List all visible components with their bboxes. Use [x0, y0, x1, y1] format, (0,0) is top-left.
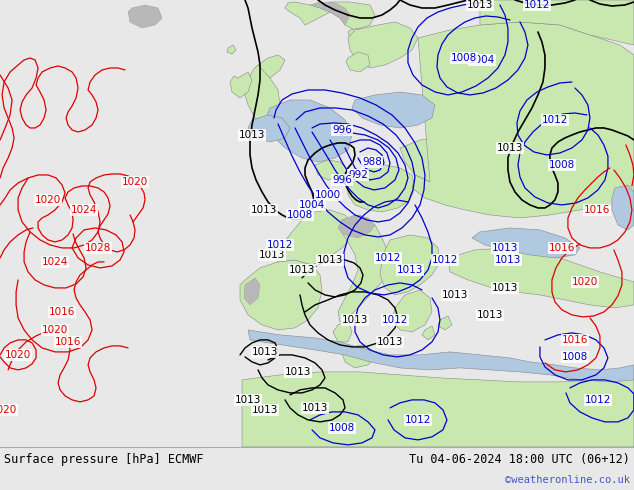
Text: 1013: 1013: [492, 283, 518, 293]
Text: 996: 996: [332, 125, 352, 135]
Text: 1013: 1013: [259, 250, 285, 260]
Text: 1013: 1013: [467, 0, 493, 10]
Polygon shape: [245, 65, 280, 122]
Text: 1013: 1013: [252, 405, 278, 415]
Text: 1012: 1012: [432, 255, 458, 265]
Polygon shape: [348, 22, 418, 68]
Polygon shape: [248, 115, 290, 142]
Text: 1016: 1016: [562, 335, 588, 345]
Polygon shape: [472, 228, 580, 258]
Text: 1012: 1012: [524, 0, 550, 10]
Text: 1020: 1020: [35, 195, 61, 205]
Text: 1024: 1024: [71, 205, 97, 215]
Text: 996: 996: [332, 175, 352, 185]
Text: 1013: 1013: [235, 395, 261, 405]
Text: 1013: 1013: [289, 265, 315, 275]
Polygon shape: [272, 210, 355, 265]
Polygon shape: [352, 92, 435, 128]
Text: 1024: 1024: [42, 257, 68, 267]
Text: 1020: 1020: [0, 405, 17, 415]
Text: 1004: 1004: [299, 200, 325, 210]
Text: 1013: 1013: [317, 255, 343, 265]
Text: Tu 04-06-2024 18:00 UTC (06+12): Tu 04-06-2024 18:00 UTC (06+12): [409, 453, 630, 466]
Polygon shape: [240, 260, 322, 330]
Text: 1000: 1000: [315, 190, 341, 200]
Polygon shape: [448, 248, 634, 308]
Text: 1013: 1013: [252, 347, 278, 357]
Text: 1028: 1028: [85, 243, 111, 253]
Text: 1013: 1013: [377, 337, 403, 347]
Text: 1013: 1013: [492, 243, 518, 253]
Text: 1020: 1020: [572, 277, 598, 287]
Text: 1008: 1008: [549, 160, 575, 170]
Text: ©weatheronline.co.uk: ©weatheronline.co.uk: [505, 475, 630, 485]
Text: 1008: 1008: [329, 423, 355, 433]
Text: 1013: 1013: [397, 265, 423, 275]
Polygon shape: [346, 52, 370, 72]
Polygon shape: [380, 235, 440, 295]
Polygon shape: [244, 278, 260, 305]
Text: 1013: 1013: [239, 130, 265, 140]
Polygon shape: [333, 320, 352, 342]
Text: 1012: 1012: [404, 415, 431, 425]
Text: 1013: 1013: [285, 367, 311, 377]
Polygon shape: [338, 215, 390, 322]
Text: 1013: 1013: [497, 143, 523, 153]
Polygon shape: [315, 160, 348, 180]
Polygon shape: [285, 2, 330, 25]
Text: 1013: 1013: [302, 403, 328, 413]
Polygon shape: [400, 138, 485, 185]
Polygon shape: [422, 326, 435, 340]
Polygon shape: [230, 72, 252, 98]
Polygon shape: [342, 345, 375, 368]
Text: 1004: 1004: [469, 55, 495, 65]
Text: 1012: 1012: [382, 315, 408, 325]
Text: 1013: 1013: [495, 255, 521, 265]
Text: 1012: 1012: [375, 253, 401, 263]
Polygon shape: [612, 185, 634, 230]
Text: 1020: 1020: [42, 325, 68, 335]
Text: 1012: 1012: [267, 240, 293, 250]
Polygon shape: [412, 22, 634, 218]
Text: 1008: 1008: [562, 352, 588, 362]
Polygon shape: [320, 2, 375, 30]
Text: 1016: 1016: [49, 307, 75, 317]
Polygon shape: [310, 2, 350, 25]
Text: 1013: 1013: [251, 205, 277, 215]
Text: 1012: 1012: [541, 115, 568, 125]
Text: 988: 988: [362, 157, 382, 167]
Polygon shape: [338, 215, 375, 238]
Text: 1008: 1008: [451, 53, 477, 63]
Polygon shape: [248, 330, 634, 382]
Polygon shape: [348, 28, 365, 40]
Polygon shape: [255, 55, 285, 78]
Text: 1016: 1016: [584, 205, 610, 215]
Text: 1020: 1020: [122, 177, 148, 187]
Polygon shape: [392, 290, 432, 332]
Text: 1016: 1016: [55, 337, 81, 347]
Text: 1013: 1013: [477, 310, 503, 320]
Text: 992: 992: [348, 170, 368, 180]
Text: 1013: 1013: [342, 315, 368, 325]
Text: 1013: 1013: [442, 290, 468, 300]
Text: 1012: 1012: [585, 395, 611, 405]
Text: 1008: 1008: [287, 210, 313, 220]
Polygon shape: [265, 100, 352, 162]
Polygon shape: [128, 5, 162, 28]
Polygon shape: [227, 45, 236, 54]
Polygon shape: [348, 165, 415, 212]
Polygon shape: [242, 372, 634, 447]
Text: 1016: 1016: [549, 243, 575, 253]
Text: 1020: 1020: [5, 350, 31, 360]
Text: Surface pressure [hPa] ECMWF: Surface pressure [hPa] ECMWF: [4, 453, 204, 466]
Polygon shape: [438, 316, 452, 330]
Polygon shape: [480, 0, 634, 45]
